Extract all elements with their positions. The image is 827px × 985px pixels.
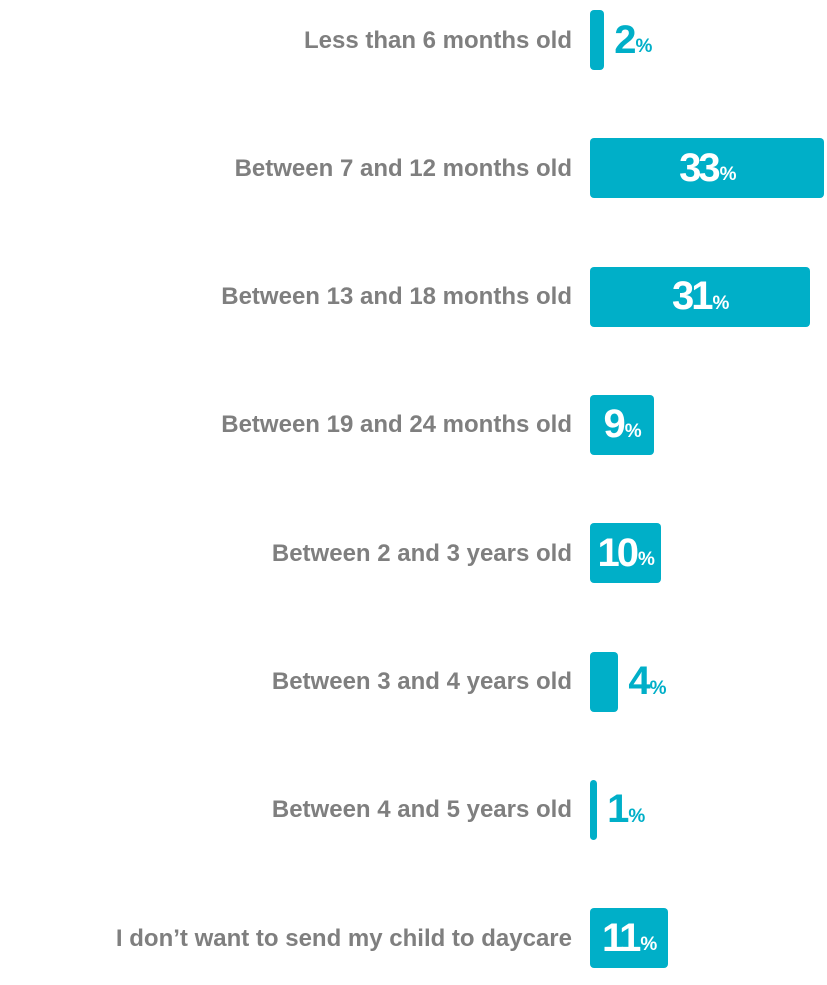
- value-label: 4%: [628, 659, 666, 703]
- value-label: 11%: [602, 915, 657, 960]
- bar: [590, 651, 619, 712]
- value-label: 31%: [672, 274, 729, 319]
- category-label: Between 3 and 4 years old: [271, 668, 572, 695]
- category-label: I don’t want to send my child to daycare: [115, 924, 572, 952]
- value-label: 2%: [614, 17, 652, 62]
- category-label: Between 19 and 24 months old: [221, 411, 572, 439]
- bar: [590, 523, 661, 584]
- value-label: 9%: [603, 402, 641, 447]
- bar: [590, 266, 811, 327]
- category-label: Between 2 and 3 years old: [271, 539, 572, 567]
- bar: [590, 138, 825, 199]
- category-label: Between 7 and 12 months old: [234, 154, 572, 182]
- bar: [590, 779, 598, 840]
- bar: [590, 10, 605, 70]
- category-label: Between 4 and 5 years old: [271, 796, 572, 824]
- category-label: Between 13 and 18 months old: [221, 283, 572, 311]
- bar: [590, 908, 669, 969]
- value-label: 10%: [597, 530, 655, 575]
- bar: [590, 394, 654, 455]
- value-label: 1%: [607, 787, 645, 832]
- category-label: Less than 6 months old: [303, 26, 572, 54]
- value-label: 33%: [679, 145, 736, 190]
